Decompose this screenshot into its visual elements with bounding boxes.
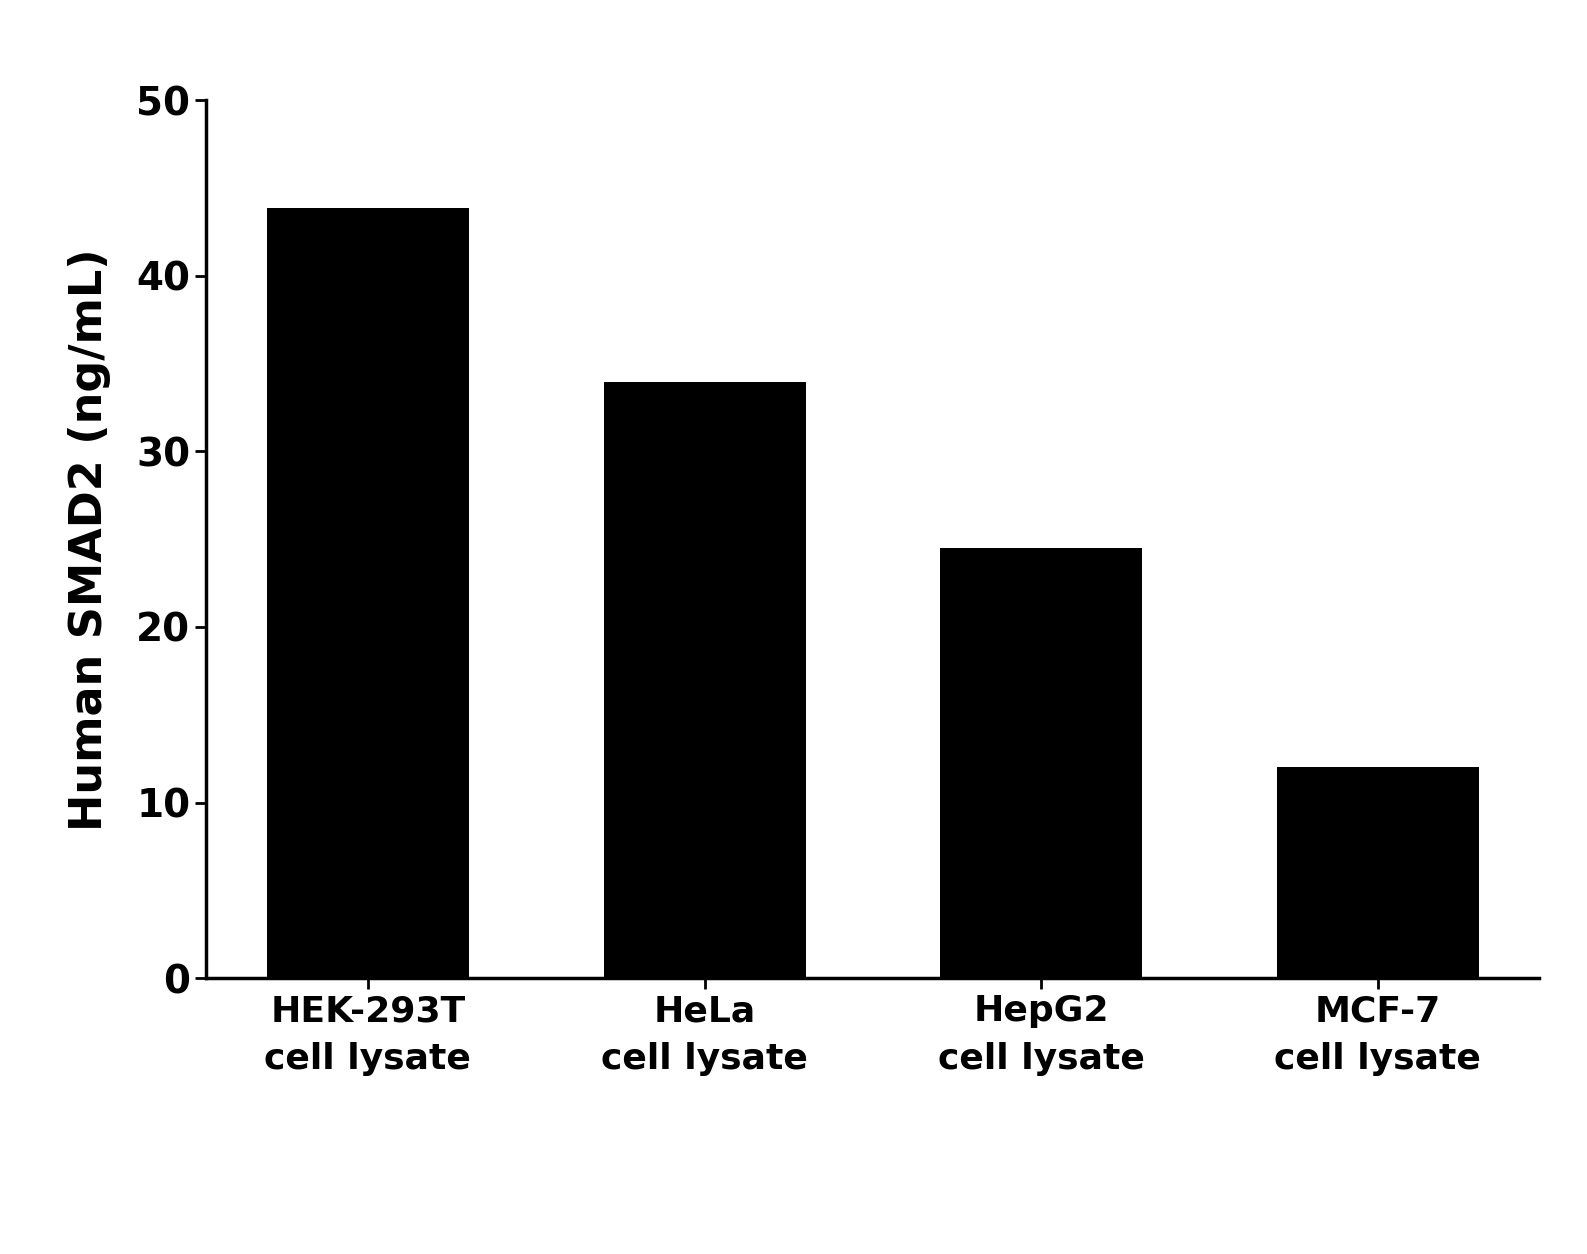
Bar (603, 381, 806, 978)
Bar (940, 548, 1143, 978)
Bar (1278, 767, 1479, 978)
Y-axis label: Human SMAD2 (ng/mL): Human SMAD2 (ng/mL) (68, 248, 111, 830)
Bar (267, 208, 468, 978)
